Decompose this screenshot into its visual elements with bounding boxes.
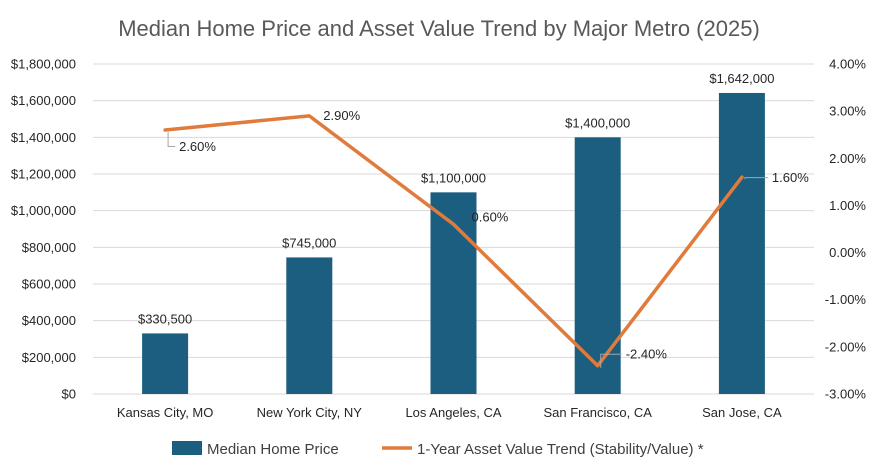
bar-series: $330,500 $745,000 $1,100,000 $1,400,000 $1,6… (138, 71, 774, 395)
category-label: San Francisco, CA (544, 405, 653, 420)
left-tick-label: $1,000,000 (11, 203, 76, 218)
bar (142, 333, 189, 394)
bar (286, 257, 333, 394)
left-tick-label: $400,000 (22, 313, 76, 328)
legend-bar-label: Median Home Price (207, 441, 339, 458)
right-tick-label: 0.00% (829, 245, 866, 260)
bar-data-label: $1,642,000 (709, 71, 774, 86)
legend-bar-swatch (172, 441, 202, 455)
line-data-label: 2.60% (179, 139, 216, 154)
right-tick-label: -3.00% (825, 387, 867, 402)
bar-data-label: $330,500 (138, 311, 192, 326)
right-tick-label: -2.00% (825, 339, 867, 354)
trend-line (163, 114, 744, 368)
left-tick-label: $0 (62, 387, 76, 402)
category-label: Los Angeles, CA (405, 405, 501, 420)
category-label: Kansas City, MO (117, 405, 214, 420)
left-tick-label: $1,800,000 (11, 57, 76, 72)
right-tick-label: 4.00% (829, 57, 866, 72)
legend-line-label: 1-Year Asset Value Trend (Stability/Valu… (417, 441, 704, 458)
right-tick-label: 1.00% (829, 198, 866, 213)
line-data-label: 0.60% (472, 209, 509, 224)
left-tick-label: $800,000 (22, 240, 76, 255)
line-label-leader (744, 177, 768, 180)
left-tick-label: $600,000 (22, 277, 76, 292)
line-data-label: -2.40% (626, 347, 668, 362)
category-label: New York City, NY (257, 405, 363, 420)
line-label-leader (600, 353, 622, 368)
right-tick-label: 2.00% (829, 151, 866, 166)
bar (718, 92, 765, 394)
category-axis: Kansas City, MO New York City, NY Los Ange… (117, 405, 782, 420)
left-tick-label: $1,400,000 (11, 130, 76, 145)
left-tick-label: $1,200,000 (11, 167, 76, 182)
bar-data-label: $745,000 (282, 235, 336, 250)
line-data-label: 1.60% (772, 170, 809, 185)
legend: Median Home Price 1-Year Asset Value Tre… (172, 441, 704, 458)
bar (574, 137, 621, 395)
line-data-label: 2.90% (323, 108, 360, 123)
right-axis: -3.00% -2.00% -1.00% 0.00% 1.00% 2.00% 3.00% 4.… (825, 57, 867, 402)
line-label-leader (167, 132, 176, 147)
chart-title: Median Home Price and Asset Value Trend … (118, 16, 760, 41)
left-axis: $0 $200,000 $400,000 $600,000 $800,000 $1,000… (11, 57, 76, 402)
left-tick-label: $1,600,000 (11, 93, 76, 108)
category-label: San Jose, CA (702, 405, 782, 420)
bar-data-label: $1,400,000 (565, 115, 630, 130)
left-tick-label: $200,000 (22, 350, 76, 365)
right-tick-label: 3.00% (829, 104, 866, 119)
bar-data-label: $1,100,000 (421, 170, 486, 185)
line-series: 2.60% 2.90% 0.60% -2.40% 1.60% (163, 108, 809, 368)
right-tick-label: -1.00% (825, 292, 867, 307)
